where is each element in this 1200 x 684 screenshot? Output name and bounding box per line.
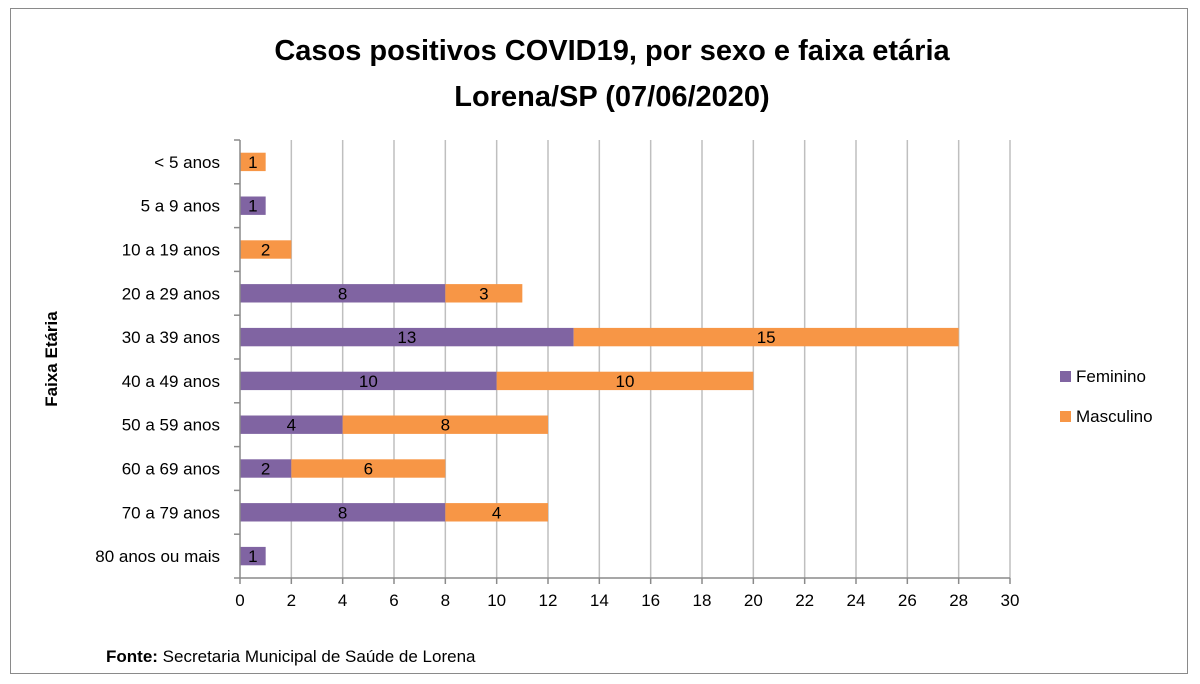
legend-swatch-feminino <box>1060 371 1071 382</box>
x-tick-label: 24 <box>847 591 866 610</box>
bar-masculino-4 <box>573 327 959 347</box>
y-tick-label: 70 a 79 anos <box>122 503 220 522</box>
bar-feminino-9 <box>240 546 266 566</box>
x-tick-label: 30 <box>1001 591 1020 610</box>
data-label-masculino: 8 <box>441 416 450 435</box>
bars: 1 1 2 8 3 13 15 10 10 4 8 2 6 8 4 1 <box>240 152 959 566</box>
y-tick-label: 10 a 19 anos <box>122 241 220 260</box>
bar-masculino-8 <box>445 503 548 522</box>
bar-feminino-3 <box>240 284 446 303</box>
data-label-masculino: 15 <box>757 328 776 347</box>
y-tick-label: 30 a 39 anos <box>122 328 220 347</box>
x-tick-label: 10 <box>487 591 506 610</box>
bar-masculino-3 <box>445 284 523 303</box>
data-label-masculino: 6 <box>364 460 373 479</box>
data-label-feminino: 8 <box>338 284 347 303</box>
bar-masculino-2 <box>240 240 292 259</box>
x-tick-label: 4 <box>338 591 347 610</box>
y-tick-label: 20 a 29 anos <box>122 284 220 303</box>
bar-feminino-4 <box>240 327 574 347</box>
data-label-feminino: 2 <box>261 460 270 479</box>
x-tick-label: 12 <box>539 591 558 610</box>
y-tick-label: 60 a 69 anos <box>122 460 220 479</box>
x-tick-label: 18 <box>693 591 712 610</box>
source-text: Secretaria Municipal de Saúde de Lorena <box>157 647 476 666</box>
legend-label-masculino: Masculino <box>1076 407 1153 426</box>
x-tick-label: 6 <box>389 591 398 610</box>
data-label-feminino: 10 <box>359 372 378 391</box>
y-axis-label: Faixa Etária <box>42 311 61 407</box>
x-tick-label: 0 <box>235 591 244 610</box>
x-tick-label: 22 <box>795 591 814 610</box>
legend-swatch-masculino <box>1060 411 1071 422</box>
bar-masculino-0 <box>240 152 266 172</box>
x-tick-label: 20 <box>744 591 763 610</box>
y-tick-label: 80 anos ou mais <box>95 547 220 566</box>
y-tick-label: < 5 anos <box>154 153 220 172</box>
chart-title-line-1: Casos positivos COVID19, por sexo e faix… <box>274 35 950 67</box>
y-tick-label: 40 a 49 anos <box>122 372 220 391</box>
data-label-masculino: 4 <box>492 503 501 522</box>
data-label-masculino: 10 <box>616 372 635 391</box>
legend: Feminino Masculino <box>1060 367 1153 426</box>
x-tick-label: 26 <box>898 591 917 610</box>
bar-feminino-6 <box>240 415 343 434</box>
y-tick-label: 5 a 9 anos <box>141 197 220 216</box>
bar-feminino-5 <box>240 371 497 391</box>
y-tick-label: 50 a 59 anos <box>122 416 220 435</box>
data-label-masculino: 2 <box>261 241 270 260</box>
data-label-feminino: 13 <box>397 328 416 347</box>
x-tick-label: 2 <box>287 591 296 610</box>
bar-masculino-6 <box>342 415 548 434</box>
bar-feminino-8 <box>240 503 446 522</box>
bar-masculino-5 <box>496 371 754 391</box>
data-label-feminino: 1 <box>248 197 257 216</box>
x-tick-label: 8 <box>441 591 450 610</box>
data-label-feminino: 8 <box>338 503 347 522</box>
legend-label-feminino: Feminino <box>1076 367 1146 386</box>
data-label-masculino: 3 <box>479 284 488 303</box>
data-label-feminino: 4 <box>287 416 296 435</box>
bar-masculino-7 <box>291 459 446 478</box>
bar-feminino-1 <box>240 196 266 215</box>
source-label: Fonte: <box>106 647 158 666</box>
data-label-feminino: 1 <box>248 547 257 566</box>
data-label-masculino: 1 <box>248 153 257 172</box>
bar-feminino-7 <box>240 459 292 478</box>
source-note: Fonte: Secretaria Municipal de Saúde de … <box>106 647 475 667</box>
x-tick-label: 14 <box>590 591 609 610</box>
x-tick-label: 28 <box>949 591 968 610</box>
chart-title-line-2: Lorena/SP (07/06/2020) <box>454 81 769 113</box>
x-tick-label: 16 <box>641 591 660 610</box>
